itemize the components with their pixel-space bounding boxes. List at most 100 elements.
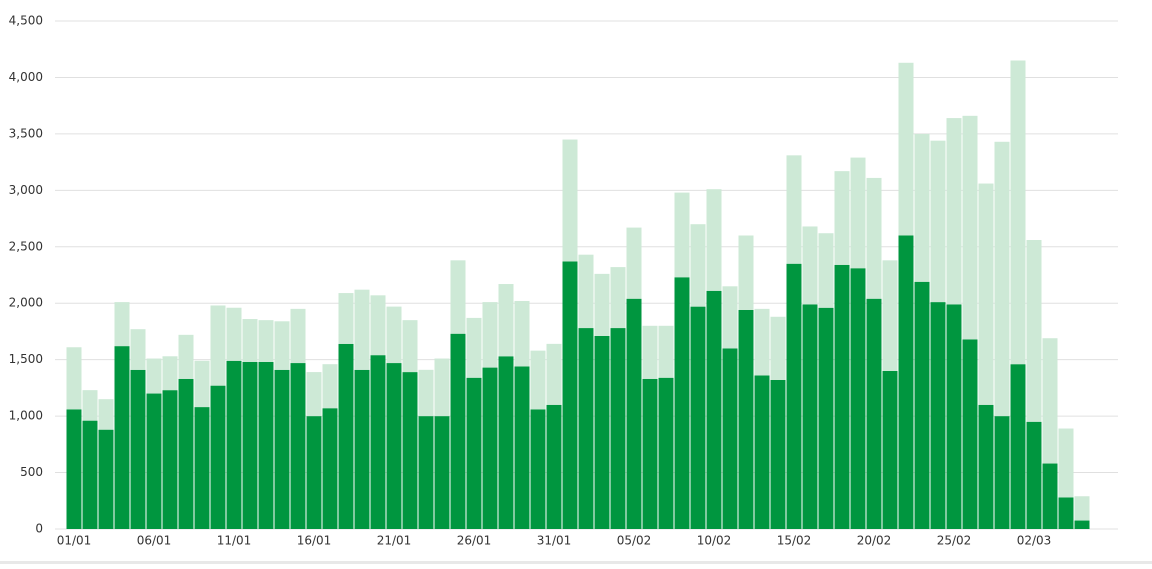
bar-segment: [978, 183, 994, 405]
bar-segment: [354, 289, 370, 370]
bar-segment: [194, 360, 210, 408]
bar-segment: [66, 409, 82, 529]
bar-segment: [530, 350, 546, 410]
bar-segment: [450, 333, 466, 529]
bar-segment: [402, 320, 418, 373]
x-tick-label: 16/01: [297, 534, 332, 548]
bar-segment: [722, 286, 738, 349]
bar-segment: [626, 227, 642, 299]
bar-segment: [226, 360, 242, 529]
bar-segment: [706, 290, 722, 529]
x-tick-label: 01/01: [57, 534, 92, 548]
bar-segment: [658, 325, 674, 378]
bar-segment: [370, 295, 386, 356]
bar-segment: [242, 361, 258, 529]
bar-segment: [658, 377, 674, 529]
y-tick-label: 500: [20, 465, 43, 479]
y-tick-label: 2,000: [9, 296, 43, 310]
y-tick-label: 2,500: [9, 239, 43, 253]
bar-segment: [738, 235, 754, 310]
bar-segment: [466, 377, 482, 529]
y-tick-label: 0: [35, 522, 43, 536]
bar-segment: [482, 367, 498, 529]
bar-segment: [434, 416, 450, 529]
bar-segment: [82, 420, 98, 529]
bar-segment: [754, 375, 770, 529]
bar-segment: [290, 308, 306, 364]
bar-segment: [882, 260, 898, 371]
bar-segment: [146, 393, 162, 529]
bar-segment: [82, 390, 98, 421]
bar-segment: [114, 302, 130, 347]
y-tick-label: 4,000: [9, 70, 43, 84]
bar-segment: [402, 372, 418, 529]
bar-segment: [258, 361, 274, 529]
bar-segment: [562, 261, 578, 529]
bar-segment: [1026, 421, 1042, 529]
bar-segment: [482, 302, 498, 368]
y-tick-label: 4,500: [9, 14, 43, 28]
bar-segment: [450, 260, 466, 334]
bar-segment: [898, 62, 914, 236]
bar-segment: [722, 348, 738, 529]
bar-segment: [1058, 497, 1074, 529]
bar-segment: [242, 319, 258, 362]
bar-segment: [1074, 520, 1090, 529]
bar-segment: [514, 366, 530, 529]
bar-segment: [850, 157, 866, 269]
bar-segment: [98, 429, 114, 529]
bar-segment: [322, 408, 338, 529]
x-tick-label: 15/02: [777, 534, 812, 548]
bar-segment: [194, 407, 210, 529]
bar-segment: [834, 171, 850, 265]
bar-segment: [130, 329, 146, 370]
bar-segment: [642, 325, 658, 379]
x-tick-label: 10/02: [697, 534, 732, 548]
bar-segment: [690, 306, 706, 529]
bar-segment: [274, 369, 290, 529]
bar-segment: [866, 177, 882, 299]
bar-segment: [530, 409, 546, 529]
bar-segment: [818, 307, 834, 529]
bar-segment: [1010, 364, 1026, 529]
bar-segment: [466, 317, 482, 378]
bar-segment: [146, 358, 162, 394]
bar-segment: [498, 356, 514, 529]
bar-segment: [178, 334, 194, 379]
bar-segment: [786, 263, 802, 529]
x-tick-label: 21/01: [377, 534, 412, 548]
bar-segment: [306, 416, 322, 529]
bar-segment: [578, 328, 594, 529]
x-tick-label: 20/02: [857, 534, 892, 548]
bar-segment: [946, 304, 962, 529]
y-tick-label: 1,500: [9, 352, 43, 366]
x-tick-label: 26/01: [457, 534, 492, 548]
bar-segment: [866, 298, 882, 529]
bar-segment: [258, 320, 274, 362]
bar-segment: [418, 416, 434, 529]
bar-segment: [1042, 338, 1058, 464]
bar-segment: [130, 369, 146, 529]
bar-segment: [738, 309, 754, 529]
bar-segment: [66, 347, 82, 410]
bar-segment: [962, 115, 978, 340]
bar-segment: [306, 372, 322, 417]
bar-segment: [802, 226, 818, 305]
bar-segment: [674, 277, 690, 529]
bar-segment: [882, 370, 898, 529]
bar-segment: [610, 267, 626, 329]
bar-segment: [562, 139, 578, 262]
bar-segment: [946, 118, 962, 305]
bar-segment: [642, 378, 658, 529]
bar-segment: [578, 254, 594, 329]
bar-segment: [322, 364, 338, 409]
bar-segment: [386, 306, 402, 364]
bar-segment: [898, 235, 914, 529]
bar-segment: [914, 133, 930, 282]
bar-segment: [914, 281, 930, 529]
bar-segment: [818, 233, 834, 308]
bar-segment: [754, 308, 770, 376]
bar-segment: [498, 284, 514, 357]
bar-segment: [770, 316, 786, 380]
bar-segment: [210, 305, 226, 386]
